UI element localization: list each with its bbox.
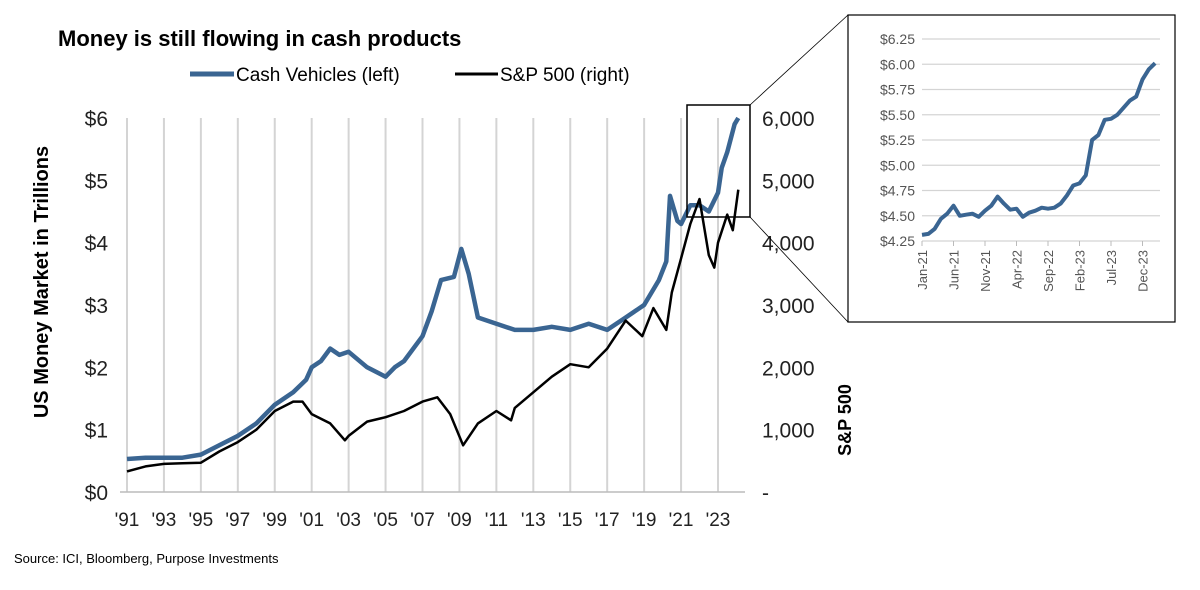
x-tick-label: '19 [632, 510, 657, 531]
y-tick-label: $4 [85, 233, 109, 256]
source-note: Source: ICI, Bloomberg, Purpose Investme… [14, 551, 279, 566]
inset-x-tick-label: Jan-21 [915, 250, 930, 290]
y-axis-label: US Money Market in Trillions [31, 146, 53, 418]
x-tick-label: '07 [410, 510, 435, 531]
cash-vehicles-line [126, 116, 741, 462]
x-tick-label: '99 [262, 510, 287, 531]
x-tick-label: '23 [706, 510, 731, 531]
y2-tick-label: 4,000 [762, 233, 815, 256]
legend: Cash Vehicles (left) S&P 500 (right) [190, 65, 630, 86]
x-tick-label: '03 [336, 510, 361, 531]
y2-tick-label: 6,000 [762, 108, 815, 131]
inset-y-tick-label: $4.25 [880, 233, 915, 249]
zoom-box [686, 104, 751, 218]
sp500-line [126, 189, 740, 473]
legend-label-sp500: S&P 500 (right) [500, 65, 630, 86]
y2-tick-label: 5,000 [762, 170, 815, 193]
zoom-connector-top [749, 14, 849, 106]
y2-tick-label: - [762, 482, 769, 505]
y2-tick-label: 2,000 [762, 357, 815, 380]
inset-y-tick-label: $4.75 [880, 183, 915, 199]
zoom-connector-bottom [749, 216, 849, 323]
inset-chart: $4.25 $4.50 $4.75 $5.00 $5.25 $5.50 $5.75 $6.00… [880, 31, 1160, 292]
y2-tick-label: 3,000 [762, 295, 815, 318]
x-tick-label: '09 [447, 510, 472, 531]
inset-x-tick-label: Jul-23 [1104, 250, 1119, 285]
x-tick-label: '91 [115, 510, 140, 531]
inset-y-tick-label: $5.25 [880, 132, 915, 148]
inset-y-tick-label: $5.75 [880, 82, 915, 98]
y-tick-label: $2 [85, 357, 108, 380]
inset-y-tick-label: $5.00 [880, 157, 915, 173]
chart-title: Money is still flowing in cash products [58, 26, 461, 51]
x-tick-label: '97 [225, 510, 250, 531]
inset-x-tick-label: Nov-21 [978, 250, 993, 292]
x-tick-label: '05 [373, 510, 398, 531]
inset-x-tick-label: Feb-23 [1073, 250, 1088, 291]
inset-x-tick-label: Jun-21 [947, 250, 962, 290]
inset-x-tick-label: Dec-23 [1136, 250, 1151, 292]
y-tick-label: $6 [85, 108, 108, 131]
x-tick-label: '13 [521, 510, 546, 531]
y-tick-label: $0 [85, 482, 108, 505]
main-ticks: '91 '93 '95 '97 '99 '01 '03 '05 '07 '09 '11 '13 '15 '… [85, 108, 815, 531]
x-tick-label: '11 [485, 510, 508, 531]
y2-axis-label: S&P 500 [835, 384, 855, 456]
y-tick-label: $1 [85, 420, 108, 443]
legend-label-cash: Cash Vehicles (left) [236, 65, 400, 86]
y-tick-label: $5 [85, 170, 108, 193]
inset-x-tick-label: Apr-22 [1010, 250, 1025, 289]
y-tick-label: $3 [85, 295, 108, 318]
x-tick-label: '21 [669, 510, 694, 531]
inset-y-tick-label: $6.25 [880, 31, 915, 47]
x-tick-label: '01 [299, 510, 324, 531]
x-tick-label: '93 [152, 510, 177, 531]
inset-x-tick-label: Sep-22 [1041, 250, 1056, 292]
x-tick-label: '17 [595, 510, 620, 531]
inset-cash-line [921, 61, 1157, 237]
main-lines [126, 116, 741, 473]
x-tick-label: '95 [188, 510, 213, 531]
main-grid [120, 118, 745, 493]
inset-y-tick-label: $5.50 [880, 107, 915, 123]
inset-y-tick-label: $4.50 [880, 208, 915, 224]
y2-tick-label: 1,000 [762, 420, 815, 443]
x-tick-label: '15 [558, 510, 583, 531]
inset-y-tick-label: $6.00 [880, 56, 915, 72]
inset-panel [847, 14, 1176, 323]
